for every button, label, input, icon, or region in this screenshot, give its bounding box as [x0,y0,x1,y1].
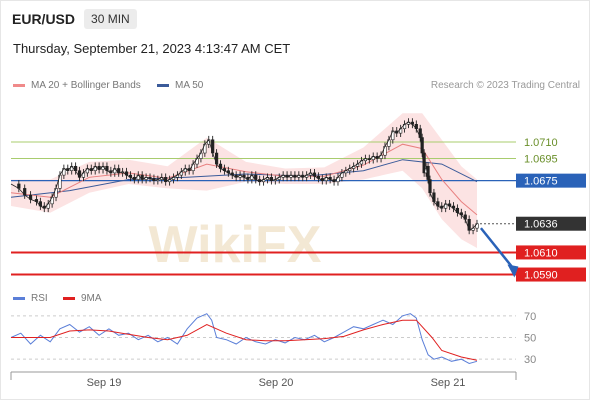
research-credit: Research © 2023 Trading Central [430,80,580,91]
x-tick-label: Sep 19 [87,377,122,389]
forecast-arrow-shaft [479,227,515,270]
level-tag [516,245,586,260]
forecast-arrow-head [507,264,519,278]
rsi-level-label: 50 [524,333,536,345]
rsi-legend: RSI [13,293,48,304]
ma50-legend: MA 50 [157,80,203,91]
rsi-level-label: 70 [524,311,536,323]
ma9-legend-label: 9MA [81,293,102,304]
level-label: 1.0675 [524,176,558,188]
rsi-level-label: 30 [524,354,536,366]
x-tick-label: Sep 20 [259,377,294,389]
level-label: 1.0695 [524,154,558,166]
chart-header: EUR/USD 30 MIN [12,9,137,29]
level-tag [516,267,586,282]
x-tick-label: Sep 21 [431,377,466,389]
level-label: 1.0636 [524,219,558,231]
level-tag [516,173,586,188]
timestamp: Thursday, September 21, 2023 4:13:47 AM … [13,41,291,56]
ma20-swatch [13,84,25,87]
timeframe-badge[interactable]: 30 MIN [84,9,137,29]
level-tag [516,216,586,231]
watermark-text: WikiFX [149,216,322,274]
level-label: 1.0610 [524,247,558,259]
ma9-legend: 9MA [63,293,102,304]
rsi-legend-label: RSI [31,293,48,304]
ma20-legend: MA 20 + Bollinger Bands [13,80,141,91]
rsi-ma9-line [11,319,478,361]
price-line [10,121,478,231]
level-label: 1.0590 [524,270,558,282]
ma9-swatch [63,297,75,300]
symbol-title: EUR/USD [12,11,76,27]
level-label: 1.0710 [524,137,558,149]
ma50-swatch [157,84,169,87]
ma50-legend-label: MA 50 [175,80,204,91]
rsi-swatch [13,297,25,300]
ma20-legend-label: MA 20 + Bollinger Bands [31,80,141,91]
